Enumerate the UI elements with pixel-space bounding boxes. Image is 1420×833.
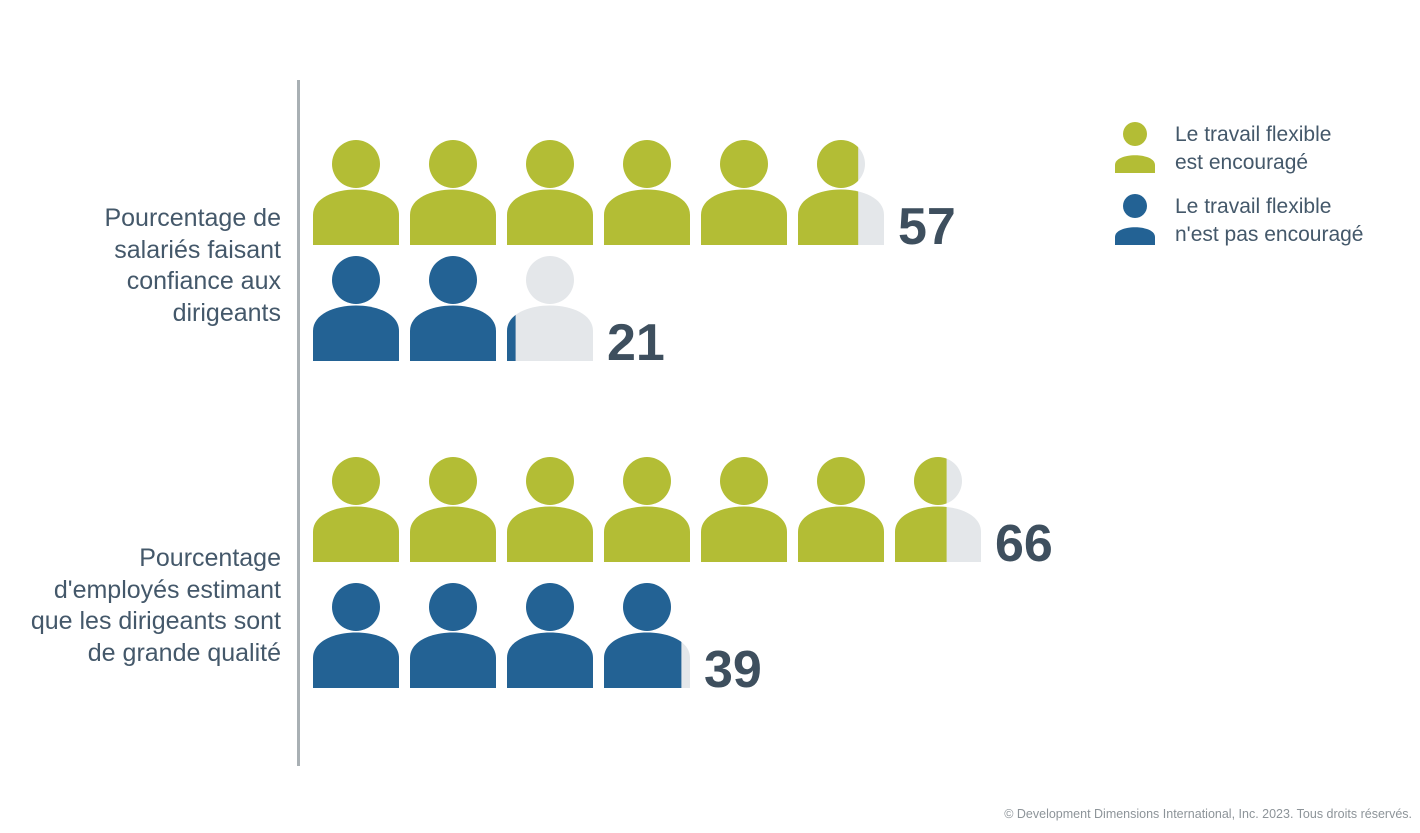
partial-person-icon bbox=[507, 256, 593, 361]
person-icon bbox=[507, 457, 593, 562]
person-icon-filled-part bbox=[507, 315, 516, 361]
legend-label-not-encouraged: Le travail flexible n'est pas encouragé bbox=[1175, 193, 1363, 249]
person-icon bbox=[410, 140, 496, 245]
person-icon bbox=[701, 457, 787, 562]
person-icon-filled-part bbox=[895, 457, 947, 562]
partial-person-icon bbox=[798, 140, 884, 245]
group-label-quality: Pourcentage d'employés estimant que les … bbox=[0, 543, 281, 669]
person-icon bbox=[410, 256, 496, 361]
legend-person-icon-not-encouraged bbox=[1115, 194, 1155, 245]
group-label-quality-line-3: que les dirigeants sont bbox=[30, 607, 281, 635]
group-label-quality-line-1: Pourcentage bbox=[139, 544, 281, 572]
group-label-trust-line-2: salariés faisant bbox=[114, 235, 281, 264]
group-label-trust-line-1: Pourcentage de bbox=[104, 204, 281, 232]
legend-label-not-encouraged-line-1: Le travail flexible bbox=[1175, 195, 1332, 218]
group-label-trust: Pourcentage de salariés faisant confianc… bbox=[0, 203, 281, 329]
person-icon-filled-part bbox=[798, 140, 859, 245]
value-label: 57 bbox=[898, 198, 956, 256]
person-icon-filled-part bbox=[604, 583, 682, 688]
person-icon bbox=[798, 457, 884, 562]
legend-label-not-encouraged-line-2: n'est pas encouragé bbox=[1175, 223, 1364, 246]
person-icon bbox=[507, 140, 593, 245]
legend-label-encouraged-line-1: Le travail flexible bbox=[1175, 123, 1332, 146]
legend-label-encouraged-line-2: est encouragé bbox=[1175, 151, 1309, 174]
group-label-trust-line-3: confiance aux bbox=[126, 267, 281, 295]
person-icon bbox=[507, 583, 593, 688]
person-icon bbox=[604, 457, 690, 562]
y-axis-line bbox=[297, 80, 300, 766]
person-icon-empty-part bbox=[507, 256, 593, 361]
value-label: 21 bbox=[607, 314, 665, 372]
partial-person-icon bbox=[604, 583, 690, 688]
group-label-trust-line-4: dirigeants bbox=[172, 298, 281, 327]
person-icon bbox=[313, 256, 399, 361]
value-label: 66 bbox=[995, 515, 1053, 573]
person-icon bbox=[701, 140, 787, 245]
person-icon bbox=[313, 140, 399, 245]
partial-person-icon bbox=[895, 457, 981, 562]
copyright-notice: © Development Dimensions International, … bbox=[1004, 807, 1412, 821]
pictograph-row-group1-series2: 21 bbox=[313, 256, 665, 372]
legend-person-icon-encouraged bbox=[1115, 122, 1155, 173]
person-icon bbox=[313, 457, 399, 562]
pictograph-row-group1-series1: 57 bbox=[313, 140, 956, 256]
group-label-quality-line-2: d'employés estimant bbox=[53, 575, 281, 604]
legend-label-encouraged: Le travail flexible est encouragé bbox=[1175, 121, 1331, 177]
value-label: 39 bbox=[704, 641, 762, 699]
pictograph-row-group2-series1: 66 bbox=[313, 457, 1053, 573]
person-icon bbox=[410, 457, 496, 562]
group-label-quality-line-4: de grande qualité bbox=[87, 638, 281, 667]
person-icon bbox=[604, 140, 690, 245]
person-icon bbox=[410, 583, 496, 688]
pictograph-row-group2-series2: 39 bbox=[313, 583, 762, 699]
person-icon bbox=[313, 583, 399, 688]
